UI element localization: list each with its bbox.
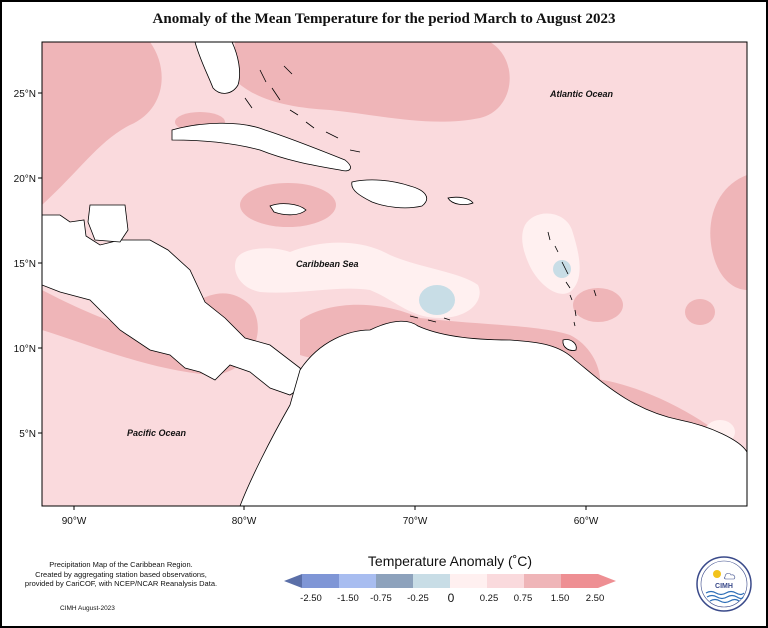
legend-label-1-50: 1.50: [550, 593, 570, 604]
legend-colorbar: [284, 574, 616, 588]
lat-label-20n: 20°N: [14, 174, 36, 185]
legend-swatch-9: [598, 574, 616, 588]
lon-label-90w: 90°W: [62, 516, 87, 527]
small-islands: [244, 65, 597, 327]
land-jamaica: [269, 203, 307, 216]
cloud-icon: [724, 572, 736, 580]
legend-swatch-1: [302, 574, 339, 588]
legend-swatch-8: [561, 574, 598, 588]
label-caribbean-sea: Caribbean Sea: [296, 259, 359, 269]
lat-label-5n: 5°N: [19, 429, 36, 440]
legend-label-neg-1-50: -1.50: [337, 593, 359, 604]
axis-ticks: [38, 92, 587, 510]
lon-label-70w: 70°W: [403, 516, 428, 527]
legend-label-neg-2-50: -2.50: [300, 593, 322, 604]
land-trinidad: [562, 339, 577, 351]
lat-label-25n: 25°N: [14, 89, 36, 100]
land-masses: [42, 42, 747, 506]
map-title: Anomaly of the Mean Temperature for the …: [152, 11, 616, 27]
land-puerto-rico: [447, 196, 474, 205]
credit-line-3: provided by CariCOF, with NCEP/NCAR Rean…: [24, 579, 218, 588]
logo-text: CIMH: [715, 583, 733, 590]
anomaly-zone-north-atlantic: [235, 42, 510, 122]
land-cuba: [171, 122, 351, 172]
legend-swatch-5: [450, 574, 487, 588]
label-atlantic-ocean: Atlantic Ocean: [549, 89, 614, 99]
islands-abc: [409, 315, 451, 323]
label-pacific-ocean: Pacific Ocean: [127, 428, 187, 438]
legend-label-0-75: 0.75: [513, 593, 533, 604]
islands-lesser-antilles: [547, 231, 597, 327]
legend-label-2-50: 2.50: [585, 593, 605, 604]
lon-label-80w: 80°W: [232, 516, 257, 527]
land-florida: [194, 42, 240, 94]
legend-swatch-6: [487, 574, 524, 588]
legend-label-0-25: 0.25: [479, 593, 499, 604]
legend-title: Temperature Anomaly (˚C): [367, 553, 533, 569]
legend-swatch-0: [284, 574, 302, 588]
credit-date: CIMH August-2023: [60, 605, 115, 612]
anomaly-zone-curacao: [419, 285, 455, 315]
legend-swatch-3: [376, 574, 413, 588]
legend-swatch-4: [413, 574, 450, 588]
legend-label-zero: 0: [447, 591, 455, 605]
islands-bahamas: [244, 65, 361, 153]
legend-swatch-7: [524, 574, 561, 588]
land-yucatan: [87, 204, 129, 243]
credit-line-2: Created by aggregating station based obs…: [35, 569, 207, 579]
anomaly-zone-east-atlantic: [710, 175, 747, 290]
anomaly-zone-atlantic-east: [685, 299, 715, 325]
cimh-logo: CIMH: [696, 556, 752, 612]
anomaly-zone-guadeloupe: [553, 260, 571, 278]
waves-icon: [705, 590, 745, 604]
lat-label-15n: 15°N: [14, 259, 36, 270]
lon-label-60w: 60°W: [574, 516, 599, 527]
credit-text: Precipitation Map of the Caribbean Regio…: [6, 560, 236, 589]
land-south-america: [239, 320, 747, 506]
anomaly-zone-barbados: [573, 288, 623, 322]
anomaly-zone-gulf: [42, 42, 162, 205]
credit-line-1: Precipitation Map of the Caribbean Regio…: [49, 560, 193, 569]
lat-label-10n: 10°N: [14, 344, 36, 355]
sun-icon: [713, 570, 721, 578]
legend-swatch-2: [339, 574, 376, 588]
legend-label-neg-0-25: -0.25: [407, 593, 429, 604]
anomaly-zone-central-caribbean: [235, 242, 480, 318]
land-hispaniola: [351, 179, 427, 209]
map-border: [41, 41, 748, 507]
legend-label-neg-0-75: -0.75: [370, 593, 392, 604]
